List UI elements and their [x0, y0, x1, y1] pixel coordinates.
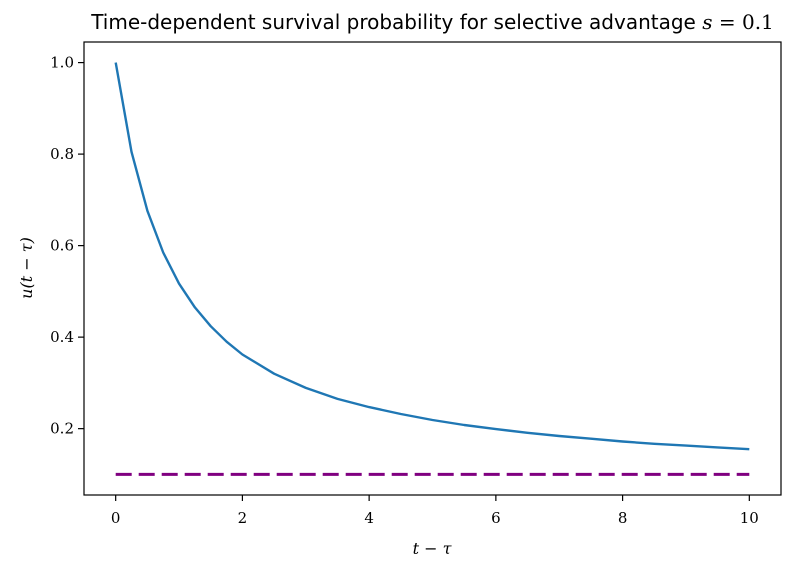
x-tick-label: 2	[238, 509, 248, 527]
series-line-0	[114, 62, 750, 451]
y-tick-label: 0.6	[50, 237, 74, 255]
y-axis-label: u(t − τ)	[17, 237, 36, 299]
x-axis-label: t − τ	[413, 539, 453, 558]
x-tick-label: 0	[111, 509, 121, 527]
y-tick-label: 1.0	[50, 54, 74, 72]
chart-title-math: s = 0.1	[702, 10, 774, 34]
chart-title-math-val: 0.1	[741, 10, 774, 34]
chart-title: Time-dependent survival probability for …	[84, 10, 781, 34]
x-tick-label: 4	[364, 509, 374, 527]
y-tick-label: 0.8	[50, 145, 74, 163]
x-tick-label: 6	[491, 509, 501, 527]
chart-title-math-var: s	[702, 10, 713, 34]
plot-frame	[83, 41, 782, 496]
chart-title-math-eq: =	[712, 10, 742, 34]
x-tick-label: 8	[618, 509, 628, 527]
x-tick-label: 10	[740, 509, 759, 527]
chart-title-text: Time-dependent survival probability for …	[91, 10, 703, 34]
y-tick-label: 0.2	[50, 420, 74, 438]
y-tick-label: 0.4	[50, 328, 74, 346]
